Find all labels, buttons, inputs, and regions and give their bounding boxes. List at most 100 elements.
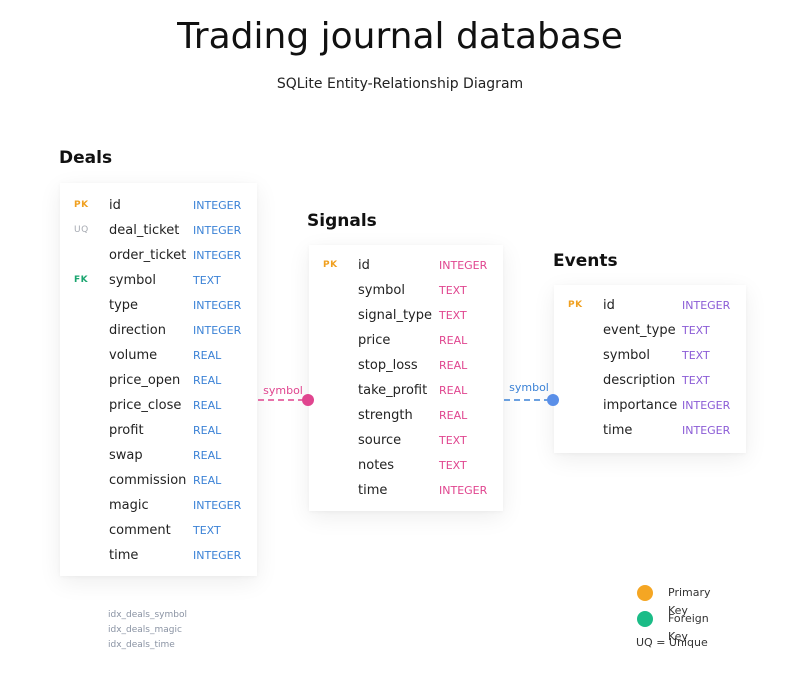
index-item: idx_deals_symbol — [108, 610, 187, 620]
deals-signals-label: symbol — [263, 384, 303, 397]
column-name: comment — [109, 523, 171, 538]
signals-events-endpoint — [547, 394, 559, 406]
events-table-name: Events — [553, 251, 618, 271]
column-name: source — [358, 433, 402, 448]
column-type: INTEGER — [193, 549, 242, 562]
column-key-badge: UQ — [74, 225, 89, 235]
column-type: INTEGER — [439, 259, 488, 272]
deals-column-row: type INTEGER — [60, 293, 257, 318]
legend-foreign-key-label: Foreign Key — [668, 612, 709, 643]
deals-column-row: PK id INTEGER — [60, 193, 257, 218]
column-name: id — [358, 258, 370, 273]
column-type: INTEGER — [193, 324, 242, 337]
deals-column-row: FK symbol TEXT — [60, 268, 257, 293]
column-name: description — [603, 373, 676, 388]
legend-primary-key-label: Primary Key — [668, 586, 711, 617]
foreign-key-dot-icon — [637, 611, 653, 627]
diagram-subtitle: SQLite Entity-Relationship Diagram — [276, 76, 524, 92]
column-name: time — [358, 483, 388, 498]
column-type: REAL — [439, 359, 468, 372]
column-type: INTEGER — [193, 199, 242, 212]
column-name: id — [109, 198, 121, 213]
column-name: price_open — [109, 373, 181, 388]
column-name: price_close — [109, 398, 182, 413]
column-type: TEXT — [439, 434, 467, 447]
column-name: strength — [358, 408, 413, 423]
column-name: time — [603, 423, 633, 438]
events-table: PK id INTEGER event_type TEXT symbol TEXT descr… — [554, 285, 746, 453]
column-type: REAL — [193, 399, 222, 412]
column-type: INTEGER — [682, 299, 731, 312]
column-key-badge: FK — [74, 275, 89, 285]
deals-column-row: commission REAL — [60, 468, 257, 493]
column-name: profit — [109, 423, 144, 438]
deals-column-row: profit REAL — [60, 418, 257, 443]
index-item: idx_deals_time — [108, 640, 175, 650]
deals-table-name: Deals — [59, 148, 113, 168]
events-column-row: event_type TEXT — [554, 318, 746, 343]
deals-column-row: price_close REAL — [60, 393, 257, 418]
column-type: INTEGER — [439, 484, 488, 497]
column-type: INTEGER — [682, 424, 731, 437]
column-name: signal_type — [358, 308, 432, 323]
signals-table-name: Signals — [307, 211, 377, 231]
signals-column-row: strength REAL — [309, 403, 503, 428]
column-type: TEXT — [439, 284, 467, 297]
index-item: idx_deals_magic — [108, 625, 182, 635]
column-name: event_type — [603, 323, 676, 338]
deals-column-row: volume REAL — [60, 343, 257, 368]
column-name: deal_ticket — [109, 223, 180, 238]
column-name: id — [603, 298, 615, 313]
deals-column-row: magic INTEGER — [60, 493, 257, 518]
column-name: order_ticket — [109, 248, 187, 263]
column-type: TEXT — [439, 459, 467, 472]
events-column-row: symbol TEXT — [554, 343, 746, 368]
column-type: INTEGER — [193, 224, 242, 237]
signals-column-row: source TEXT — [309, 428, 503, 453]
signals-column-row: symbol TEXT — [309, 278, 503, 303]
column-name: symbol — [109, 273, 156, 288]
deals-column-row: order_ticket INTEGER — [60, 243, 257, 268]
column-type: REAL — [193, 474, 222, 487]
signals-column-row: price REAL — [309, 328, 503, 353]
column-name: notes — [358, 458, 395, 473]
column-name: type — [109, 298, 139, 313]
signals-column-row: notes TEXT — [309, 453, 503, 478]
signals-column-row: stop_loss REAL — [309, 353, 503, 378]
primary-key-dot-icon — [637, 585, 653, 601]
column-name: take_profit — [358, 383, 428, 398]
deals-column-row: UQ deal_ticket INTEGER — [60, 218, 257, 243]
deals-column-row: price_open REAL — [60, 368, 257, 393]
deals-indexes: idx_deals_symbol idx_deals_magic idx_dea… — [108, 608, 187, 653]
column-type: REAL — [193, 449, 222, 462]
column-type: REAL — [193, 424, 222, 437]
column-name: volume — [109, 348, 158, 363]
column-type: TEXT — [193, 274, 221, 287]
events-column-row: time INTEGER — [554, 418, 746, 443]
column-name: swap — [109, 448, 143, 463]
signals-column-row: time INTEGER — [309, 478, 503, 503]
signals-table: PK id INTEGER symbol TEXT signal_type TEXT pric… — [309, 245, 503, 511]
column-type: REAL — [439, 334, 468, 347]
events-column-row: importance INTEGER — [554, 393, 746, 418]
deals-column-row: swap REAL — [60, 443, 257, 468]
column-type: TEXT — [682, 324, 710, 337]
column-type: INTEGER — [193, 499, 242, 512]
column-name: commission — [109, 473, 187, 488]
legend-unique: UQ = Unique — [636, 636, 708, 649]
deals-column-row: comment TEXT — [60, 518, 257, 543]
column-type: REAL — [439, 384, 468, 397]
signals-column-row: signal_type TEXT — [309, 303, 503, 328]
column-type: INTEGER — [193, 249, 242, 262]
column-name: price — [358, 333, 391, 348]
column-name: symbol — [358, 283, 405, 298]
column-key-badge: PK — [323, 260, 338, 270]
signals-column-row: take_profit REAL — [309, 378, 503, 403]
column-name: direction — [109, 323, 166, 338]
column-name: time — [109, 548, 139, 563]
deals-signals-endpoint — [302, 394, 314, 406]
column-type: TEXT — [193, 524, 221, 537]
deals-column-row: direction INTEGER — [60, 318, 257, 343]
column-name: importance — [603, 398, 678, 413]
